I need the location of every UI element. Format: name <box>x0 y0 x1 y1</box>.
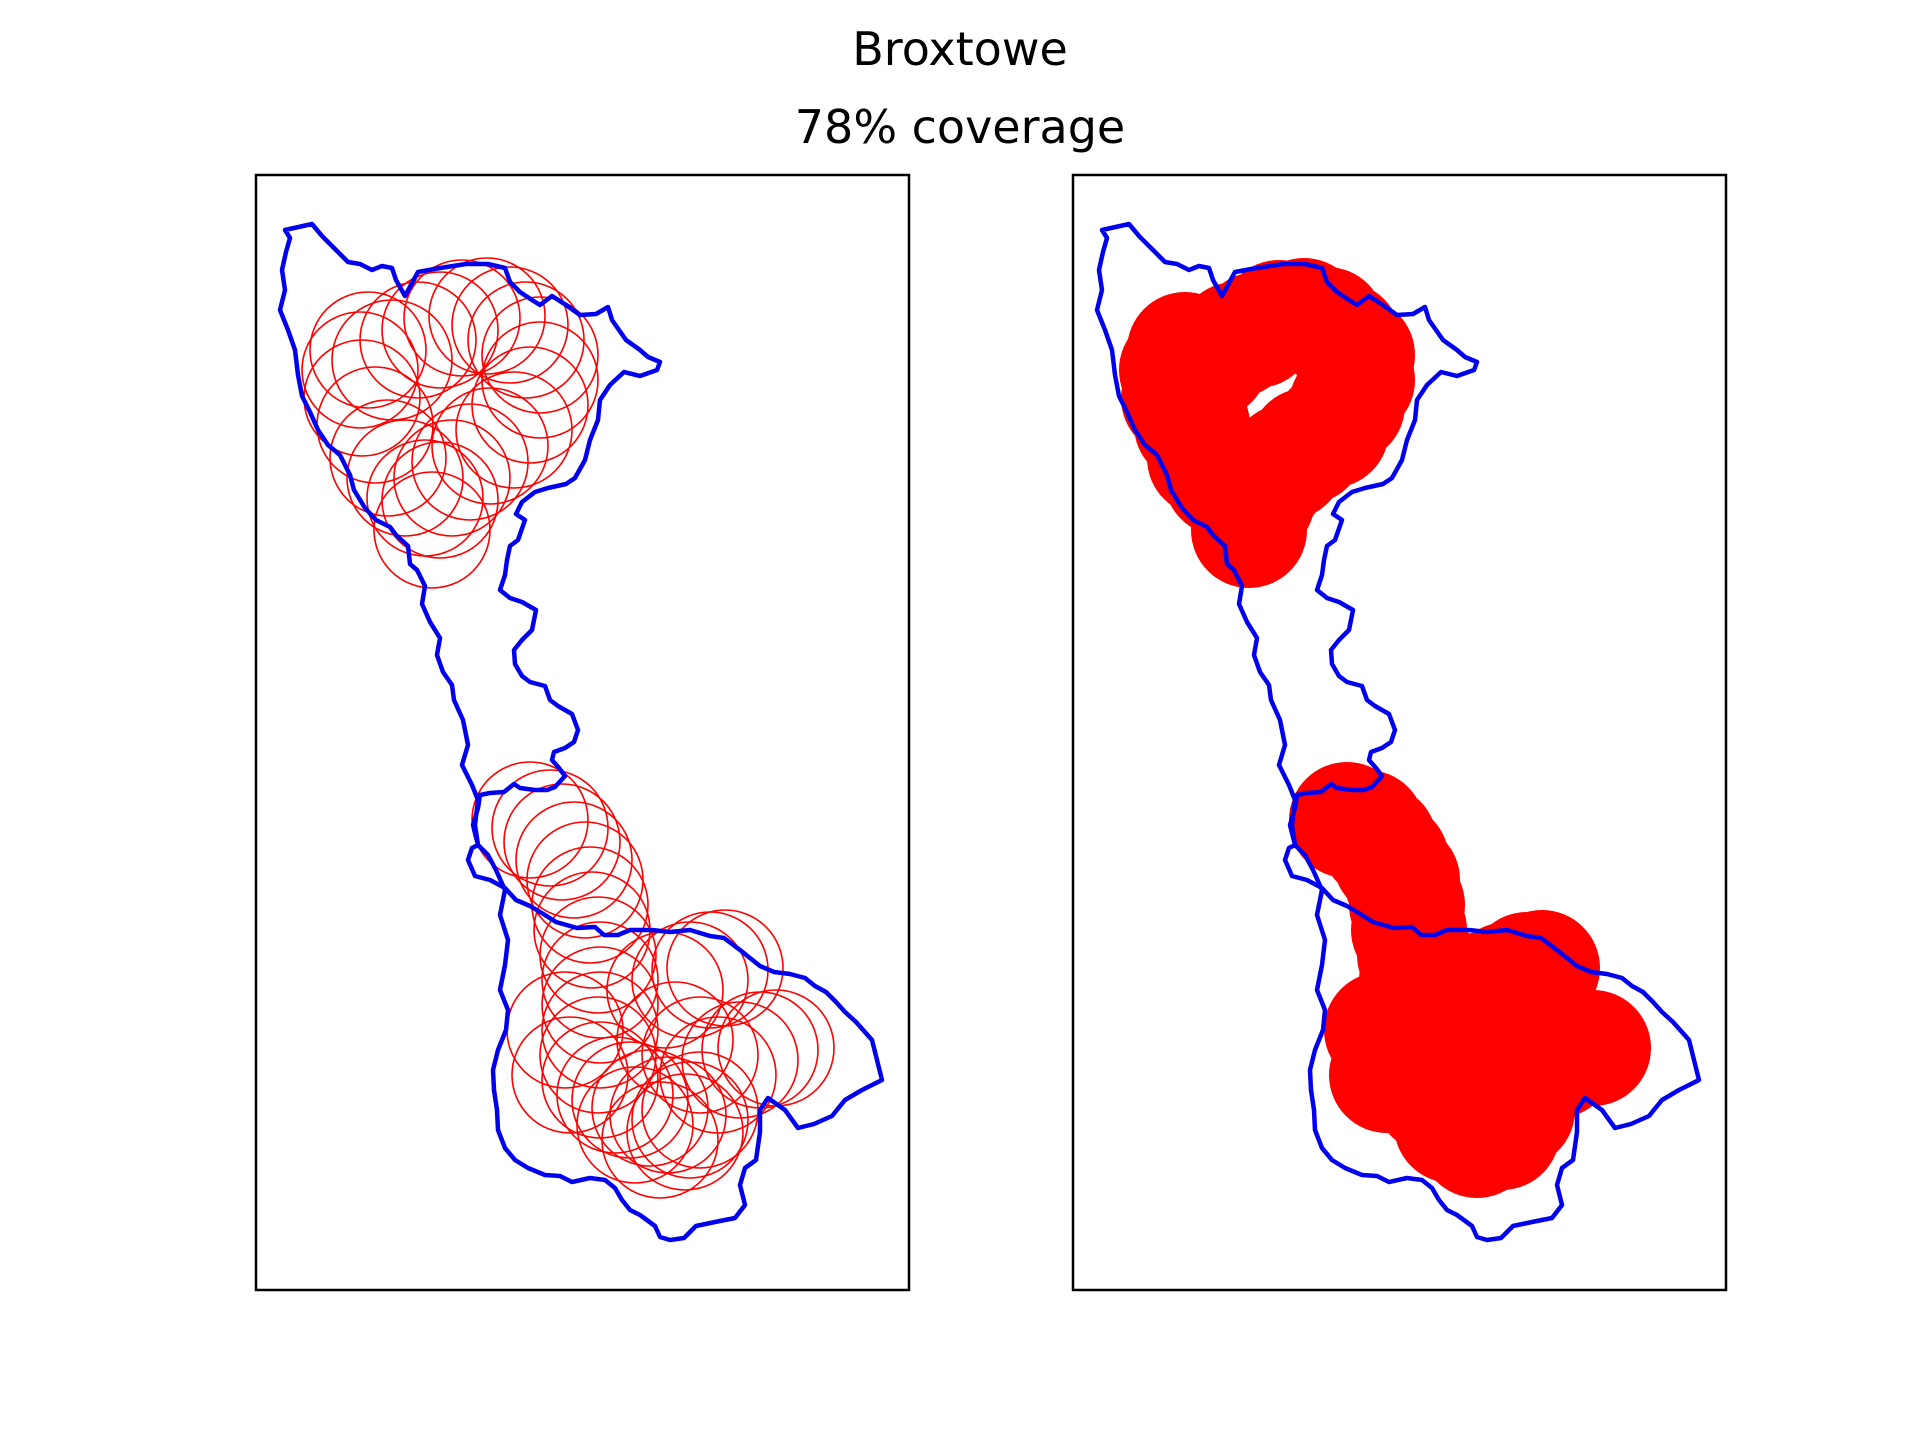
coverage-circles-outline <box>301 257 835 1199</box>
coverage-circle <box>601 1081 719 1199</box>
panel-frame-right <box>1071 173 1728 1292</box>
coverage-circle <box>471 346 589 464</box>
coverage-circle <box>541 971 659 1089</box>
district-boundary <box>1094 221 1702 1243</box>
coverage-circle <box>626 1073 744 1191</box>
coverage-circle <box>541 946 659 1064</box>
coverage-circle <box>481 321 599 439</box>
coverage-disc <box>1329 1017 1445 1133</box>
coverage-circle <box>346 419 464 537</box>
coverage-circle <box>666 909 784 1027</box>
coverage-circle <box>381 271 499 389</box>
coverage-circle <box>366 439 484 557</box>
coverage-circle <box>471 761 589 879</box>
coverage-circle <box>331 299 453 421</box>
coverage-circle <box>481 296 599 414</box>
coverage-circle <box>393 419 511 537</box>
coverage-circle <box>491 769 609 887</box>
coverage-circle <box>455 371 573 489</box>
coverage-circle <box>641 996 759 1114</box>
coverage-circle <box>329 399 447 517</box>
figure-title: Broxtowe <box>852 22 1068 76</box>
coverage-circle <box>511 1016 629 1134</box>
district-boundary <box>277 221 885 1243</box>
coverage-circle <box>503 783 621 901</box>
coverage-circle <box>411 403 529 521</box>
coverage-disc <box>1119 312 1235 428</box>
coverage-circle <box>631 1061 749 1179</box>
coverage-circle <box>309 291 427 409</box>
coverage-circle <box>451 266 569 384</box>
coverage-circle <box>301 311 419 429</box>
coverage-circles-filled <box>1119 258 1651 1198</box>
coverage-circle <box>403 259 521 377</box>
coverage-circle <box>373 471 491 589</box>
coverage-subtitle: 78% coverage <box>794 100 1126 154</box>
coverage-circle <box>515 801 633 919</box>
coverage-circle <box>431 387 549 505</box>
coverage-circle <box>556 1036 674 1154</box>
coverage-circle <box>428 257 546 375</box>
panel-frame-left <box>254 173 911 1292</box>
coverage-circle <box>541 921 659 1039</box>
coverage-circle <box>467 281 585 399</box>
coverage-circle <box>539 896 657 1014</box>
coverage-circle <box>576 1066 694 1184</box>
